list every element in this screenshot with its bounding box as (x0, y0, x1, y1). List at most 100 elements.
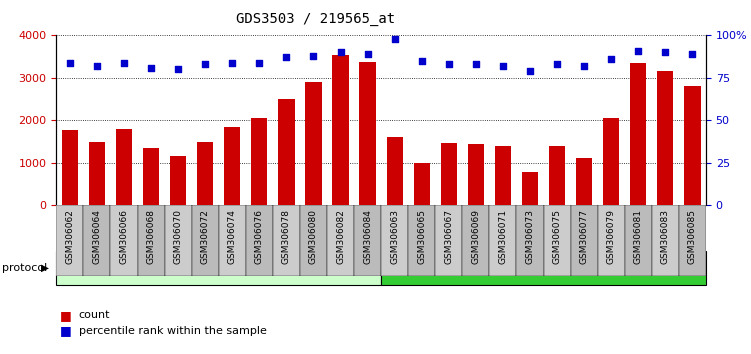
Text: GSM306073: GSM306073 (526, 209, 535, 264)
Point (199, 62, 211, 67)
Bar (490, 205, 517, 276)
Point (470, 62, 482, 67)
Bar (549, 146, 566, 205)
Bar (598, 205, 625, 276)
Text: GDS3503 / 219565_at: GDS3503 / 219565_at (236, 12, 395, 27)
Text: GSM306077: GSM306077 (580, 209, 589, 264)
Bar (56, 35, 83, 205)
Bar (110, 205, 137, 276)
Text: GSM306075: GSM306075 (553, 209, 562, 264)
Point (416, 58, 428, 64)
Bar (544, 35, 571, 205)
Bar (409, 35, 436, 205)
Bar (164, 205, 192, 276)
Bar (246, 205, 273, 276)
Bar (306, 82, 321, 205)
Text: after exercise: after exercise (503, 262, 584, 275)
Text: GSM306070: GSM306070 (173, 209, 182, 264)
Text: GSM306067: GSM306067 (445, 209, 454, 264)
Point (226, 60, 238, 65)
Bar (409, 205, 436, 276)
Bar (327, 205, 354, 276)
Bar (387, 137, 403, 205)
Bar (463, 35, 490, 205)
Point (443, 62, 455, 67)
Point (632, 48, 644, 53)
Bar (251, 118, 267, 205)
Bar (652, 35, 679, 205)
Point (551, 62, 563, 67)
Text: GSM306074: GSM306074 (228, 209, 237, 264)
Text: ■: ■ (60, 325, 72, 337)
Bar (224, 127, 240, 205)
Bar (197, 142, 213, 205)
Bar (333, 55, 348, 205)
Bar (116, 129, 132, 205)
Bar (652, 205, 679, 276)
Text: GSM306063: GSM306063 (391, 209, 400, 264)
Bar (56, 205, 83, 276)
Bar (495, 146, 511, 205)
Text: GSM306078: GSM306078 (282, 209, 291, 264)
Bar (56, 251, 381, 285)
Point (578, 63, 590, 69)
Text: GSM306082: GSM306082 (336, 209, 345, 264)
Point (307, 53, 319, 59)
Point (686, 51, 698, 57)
Bar (657, 71, 674, 205)
Bar (170, 156, 186, 205)
Point (389, 36, 401, 42)
Point (605, 56, 617, 62)
Bar (83, 205, 110, 276)
Point (64, 60, 76, 65)
Text: GSM306085: GSM306085 (688, 209, 697, 264)
Point (361, 51, 373, 57)
Text: GSM306072: GSM306072 (201, 209, 210, 264)
Text: percentile rank within the sample: percentile rank within the sample (79, 326, 267, 336)
Bar (279, 99, 294, 205)
Bar (381, 205, 409, 276)
Bar (192, 205, 219, 276)
Point (280, 55, 292, 60)
Point (91, 63, 103, 69)
Point (172, 67, 184, 72)
Bar (83, 35, 110, 205)
Bar (490, 35, 517, 205)
Bar (598, 35, 625, 205)
Bar (300, 205, 327, 276)
Bar (192, 35, 219, 205)
Text: GSM306069: GSM306069 (472, 209, 481, 264)
Bar (164, 35, 192, 205)
Bar (679, 35, 706, 205)
Text: GSM306065: GSM306065 (418, 209, 427, 264)
Point (253, 60, 265, 65)
Bar (684, 86, 701, 205)
Text: GSM306071: GSM306071 (499, 209, 508, 264)
Bar (571, 205, 598, 276)
Bar (436, 35, 463, 205)
Bar (62, 130, 78, 205)
Text: protocol: protocol (2, 263, 47, 273)
Bar (571, 35, 598, 205)
Bar (441, 143, 457, 205)
Point (118, 60, 130, 65)
Text: ■: ■ (60, 309, 72, 321)
Bar (110, 35, 137, 205)
Text: count: count (79, 310, 110, 320)
Point (659, 50, 671, 55)
Bar (137, 205, 164, 276)
Text: GSM306084: GSM306084 (363, 209, 372, 264)
Text: GSM306068: GSM306068 (146, 209, 155, 264)
Bar (143, 148, 159, 205)
Bar (625, 205, 652, 276)
Bar (327, 35, 354, 205)
Bar (137, 35, 164, 205)
Bar (468, 144, 484, 205)
Text: GSM306062: GSM306062 (65, 209, 74, 264)
Point (334, 50, 346, 55)
Point (145, 65, 157, 70)
Bar (273, 35, 300, 205)
Bar (414, 163, 430, 205)
Bar (544, 205, 571, 276)
Bar (354, 205, 382, 276)
